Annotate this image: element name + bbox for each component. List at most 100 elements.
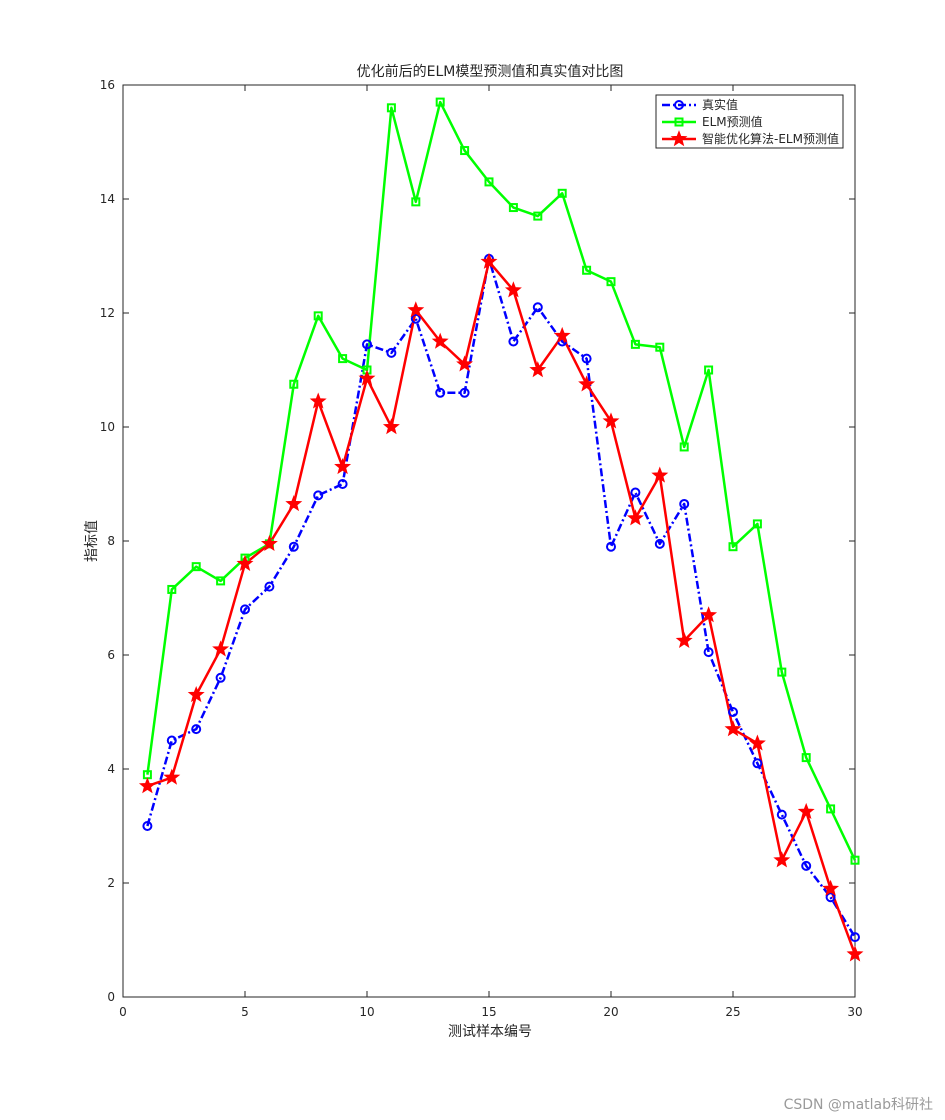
data-point-optimized-elm-prediction bbox=[163, 768, 181, 785]
data-point-optimized-elm-prediction bbox=[260, 534, 278, 552]
x-axis-label: 测试样本编号 bbox=[448, 1024, 532, 1040]
data-point-true-value bbox=[142, 821, 153, 831]
data-point-optimized-elm-prediction bbox=[187, 686, 205, 703]
data-point-elm-prediction bbox=[826, 804, 836, 814]
data-point-elm-prediction bbox=[582, 265, 592, 275]
data-point-optimized-elm-prediction bbox=[431, 332, 449, 349]
data-point-optimized-elm-prediction bbox=[236, 554, 254, 572]
data-point-optimized-elm-prediction bbox=[675, 631, 693, 648]
x-tick-label: 30 bbox=[847, 1005, 862, 1019]
y-tick-label: 2 bbox=[107, 876, 115, 890]
y-tick-label: 14 bbox=[100, 192, 115, 206]
legend-marker-optimized-elm-prediction bbox=[670, 130, 688, 147]
chart-title: 优化前后的ELM模型预测值和真实值对比图 bbox=[357, 63, 624, 80]
data-point-true-value bbox=[776, 809, 787, 820]
y-tick-label: 8 bbox=[107, 534, 115, 548]
data-point-elm-prediction bbox=[411, 197, 421, 207]
x-tick-label: 10 bbox=[359, 1005, 374, 1019]
data-point-optimized-elm-prediction bbox=[773, 851, 791, 868]
data-point-elm-prediction bbox=[704, 365, 714, 375]
data-point-true-value bbox=[532, 302, 543, 313]
legend-label-true-value: 真实值 bbox=[702, 97, 738, 112]
data-point-optimized-elm-prediction bbox=[724, 720, 742, 737]
data-point-optimized-elm-prediction bbox=[651, 466, 669, 483]
data-point-optimized-elm-prediction bbox=[138, 777, 156, 794]
data-point-elm-prediction bbox=[508, 203, 518, 213]
x-tick-label: 0 bbox=[119, 1005, 127, 1019]
series-line-true-value bbox=[146, 257, 857, 938]
data-point-true-value bbox=[654, 538, 665, 549]
data-point-elm-prediction bbox=[655, 342, 665, 352]
data-point-optimized-elm-prediction bbox=[212, 640, 230, 657]
data-point-true-value bbox=[752, 758, 763, 769]
y-tick-label: 6 bbox=[107, 648, 115, 662]
data-point-optimized-elm-prediction bbox=[504, 281, 522, 298]
data-point-true-value bbox=[288, 541, 299, 552]
data-point-true-value bbox=[166, 735, 177, 746]
axis-ticks: 0 5 10 15 20 25 30 0 2 4 6 8 10 12 14 16 bbox=[100, 78, 863, 1019]
legend-marker-elm-prediction bbox=[674, 117, 684, 127]
data-point-true-value bbox=[410, 313, 421, 324]
data-point-optimized-elm-prediction bbox=[822, 879, 840, 896]
data-point-elm-prediction bbox=[435, 97, 445, 107]
data-point-elm-prediction bbox=[679, 442, 689, 452]
data-point-optimized-elm-prediction bbox=[578, 375, 596, 392]
x-tick-label: 25 bbox=[725, 1005, 740, 1019]
data-point-elm-prediction bbox=[313, 311, 323, 321]
data-point-true-value bbox=[435, 387, 446, 398]
data-point-optimized-elm-prediction bbox=[334, 458, 352, 475]
legend-marker-true-value bbox=[674, 100, 684, 110]
data-point-true-value bbox=[362, 339, 372, 350]
y-tick-label: 10 bbox=[100, 420, 115, 434]
data-point-elm-prediction bbox=[216, 576, 226, 586]
data-point-elm-prediction bbox=[801, 753, 811, 763]
data-point-elm-prediction bbox=[484, 177, 494, 187]
data-point-elm-prediction bbox=[167, 584, 177, 594]
data-point-optimized-elm-prediction bbox=[748, 734, 766, 751]
data-point-elm-prediction bbox=[752, 519, 762, 529]
series-markers bbox=[138, 97, 864, 962]
data-point-elm-prediction bbox=[630, 339, 640, 349]
data-point-elm-prediction bbox=[777, 667, 787, 677]
data-point-true-value bbox=[679, 498, 690, 509]
data-point-optimized-elm-prediction bbox=[529, 361, 547, 378]
x-tick-label: 20 bbox=[603, 1005, 618, 1019]
data-point-elm-prediction bbox=[386, 103, 396, 113]
data-point-elm-prediction bbox=[460, 146, 470, 156]
plot-area bbox=[122, 84, 856, 998]
data-point-true-value bbox=[728, 707, 738, 717]
data-point-true-value bbox=[337, 479, 348, 489]
data-point-optimized-elm-prediction bbox=[382, 418, 400, 435]
data-point-true-value bbox=[191, 724, 202, 735]
data-point-true-value bbox=[215, 672, 226, 683]
data-point-true-value bbox=[850, 932, 860, 943]
y-tick-label: 4 bbox=[107, 762, 115, 776]
y-tick-label: 16 bbox=[100, 78, 115, 92]
data-point-true-value bbox=[459, 387, 470, 398]
data-point-elm-prediction bbox=[338, 354, 348, 364]
y-axis-label: 指标值 bbox=[84, 520, 100, 562]
data-point-optimized-elm-prediction bbox=[700, 606, 718, 623]
data-point-optimized-elm-prediction bbox=[846, 945, 864, 962]
data-point-elm-prediction bbox=[557, 188, 567, 198]
data-point-true-value bbox=[630, 487, 641, 498]
data-point-optimized-elm-prediction bbox=[797, 802, 815, 819]
data-point-true-value bbox=[264, 581, 275, 592]
data-point-elm-prediction bbox=[606, 277, 616, 287]
data-point-true-value bbox=[240, 604, 250, 615]
data-point-optimized-elm-prediction bbox=[285, 495, 303, 512]
data-point-elm-prediction bbox=[728, 542, 738, 552]
data-point-optimized-elm-prediction bbox=[602, 412, 620, 429]
legend-label-elm-prediction: ELM预测值 bbox=[702, 114, 763, 129]
data-point-optimized-elm-prediction bbox=[358, 369, 376, 386]
x-tick-label: 15 bbox=[481, 1005, 496, 1019]
watermark-text: CSDN @matlab科研社 bbox=[783, 1097, 933, 1113]
data-point-true-value bbox=[606, 541, 616, 552]
data-point-elm-prediction bbox=[533, 211, 543, 221]
data-point-true-value bbox=[703, 647, 714, 658]
data-point-elm-prediction bbox=[850, 855, 860, 865]
data-point-optimized-elm-prediction bbox=[309, 392, 327, 409]
y-tick-label: 0 bbox=[107, 990, 115, 1004]
